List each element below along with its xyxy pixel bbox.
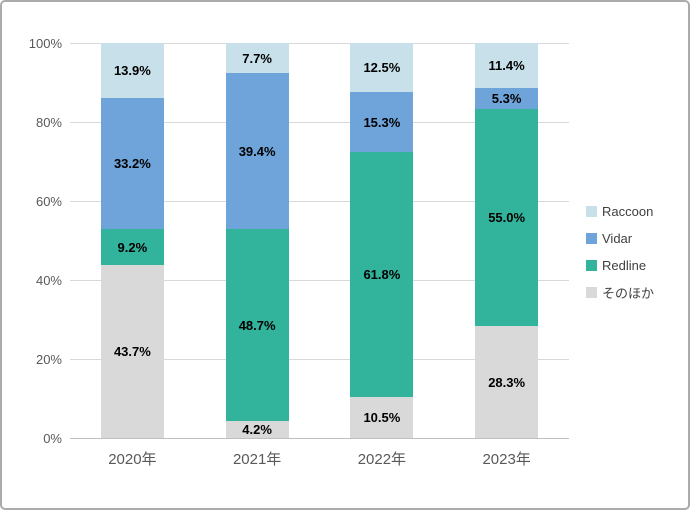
y-tick-label: 80% xyxy=(35,115,62,130)
y-axis: 0% 20% 40% 60% 80% 100% xyxy=(2,2,62,508)
data-label: 33.2% xyxy=(113,156,151,171)
legend-label: Raccoon xyxy=(602,204,654,219)
data-label: 5.3% xyxy=(491,91,522,106)
bar-segment-Raccoon: 12.5% xyxy=(350,42,414,92)
y-tick-label: 40% xyxy=(35,273,62,288)
gridline xyxy=(70,43,569,44)
data-label: 12.5% xyxy=(363,59,401,75)
bar-segment-Redline: 61.8% xyxy=(350,152,414,397)
x-axis-line xyxy=(70,438,569,439)
bar-segment-Vidar: 15.3% xyxy=(350,92,414,153)
bar-segment-そのほか: 43.7% xyxy=(100,265,164,438)
gridline xyxy=(70,201,569,202)
data-label: 48.7% xyxy=(238,317,276,333)
x-tick-label: 2020年 xyxy=(108,451,157,468)
y-tick-label: 20% xyxy=(35,352,62,367)
stacked-bar-2022年: 10.5% 61.8% 15.3% 12.5% xyxy=(350,42,414,438)
legend: Raccoon Vidar Redline そのほか xyxy=(586,198,654,306)
data-label: 15.3% xyxy=(363,114,401,130)
bar-segment-Vidar: 5.3% xyxy=(475,88,539,109)
data-label: 39.4% xyxy=(238,143,276,159)
bar-segment-Redline: 9.2% xyxy=(100,229,164,266)
legend-color-swatch xyxy=(586,206,597,217)
data-label: 10.5% xyxy=(363,409,401,425)
stacked-bar-2021年: 4.2% 48.7% 39.4% 7.7% xyxy=(225,43,289,438)
bar-segment-Vidar: 39.4% xyxy=(225,73,289,230)
data-label: 61.8% xyxy=(363,266,401,282)
legend-label: Vidar xyxy=(602,231,633,246)
data-label: 43.7% xyxy=(113,344,151,360)
bar-segment-Raccoon: 7.7% xyxy=(225,43,289,74)
bar-segment-そのほか: 28.3% xyxy=(475,326,539,438)
legend-item-Redline: Redline xyxy=(586,252,654,279)
data-label: 28.3% xyxy=(488,374,526,390)
bar-segment-Vidar: 33.2% xyxy=(100,97,164,230)
legend-color-swatch xyxy=(586,287,597,298)
legend-item-そのほか: そのほか xyxy=(586,279,654,306)
data-label: 4.2% xyxy=(242,422,272,438)
legend-item-Vidar: Vidar xyxy=(586,225,654,252)
y-tick-label: 0% xyxy=(43,431,62,446)
x-tick-label: 2022年 xyxy=(357,451,407,468)
bar-segment-そのほか: 10.5% xyxy=(350,396,414,438)
x-axis: 2020年 2021年 2022年 2023年 xyxy=(70,448,569,470)
bar-segment-Raccoon: 11.4% xyxy=(475,43,539,89)
data-label: 9.2% xyxy=(117,239,148,255)
legend-label: そのほか xyxy=(602,286,655,301)
gridline xyxy=(70,122,569,123)
data-label: 55.0% xyxy=(488,210,526,226)
data-label: 11.4% xyxy=(488,58,525,74)
bar-segment-そのほか: 4.2% xyxy=(225,421,289,438)
gridline xyxy=(70,280,569,281)
y-tick-label: 100% xyxy=(28,36,62,51)
x-tick-label: 2021年 xyxy=(232,451,282,468)
bar-segment-Redline: 48.7% xyxy=(225,229,289,422)
bar-segment-Raccoon: 13.9% xyxy=(100,43,164,98)
legend-item-Raccoon: Raccoon xyxy=(586,198,654,225)
plot-area: 43.7% 9.2% 33.2% 13.9% 4.2% 48.7% 39.4% 7.7% 10.… xyxy=(70,42,569,439)
data-label: 13.9% xyxy=(113,62,151,78)
data-label: 7.7% xyxy=(242,50,272,66)
gridline xyxy=(70,359,569,360)
bar-segment-Redline: 55.0% xyxy=(475,108,539,327)
x-tick-label: 2023年 xyxy=(482,451,531,468)
legend-color-swatch xyxy=(586,233,597,244)
legend-label: Redline xyxy=(602,258,647,273)
stacked-bar-2023年: 28.3% 55.0% 5.3% 11.4% xyxy=(475,43,539,438)
legend-color-swatch xyxy=(586,260,597,271)
y-tick-label: 60% xyxy=(35,194,62,209)
stacked-bar-2020年: 43.7% 9.2% 33.2% 13.9% xyxy=(100,43,164,438)
